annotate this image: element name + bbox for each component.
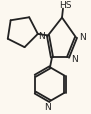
Text: N: N bbox=[80, 33, 86, 42]
Text: N: N bbox=[45, 102, 51, 111]
Text: HS: HS bbox=[59, 1, 71, 10]
Text: N: N bbox=[38, 32, 45, 41]
Text: N: N bbox=[71, 54, 78, 63]
